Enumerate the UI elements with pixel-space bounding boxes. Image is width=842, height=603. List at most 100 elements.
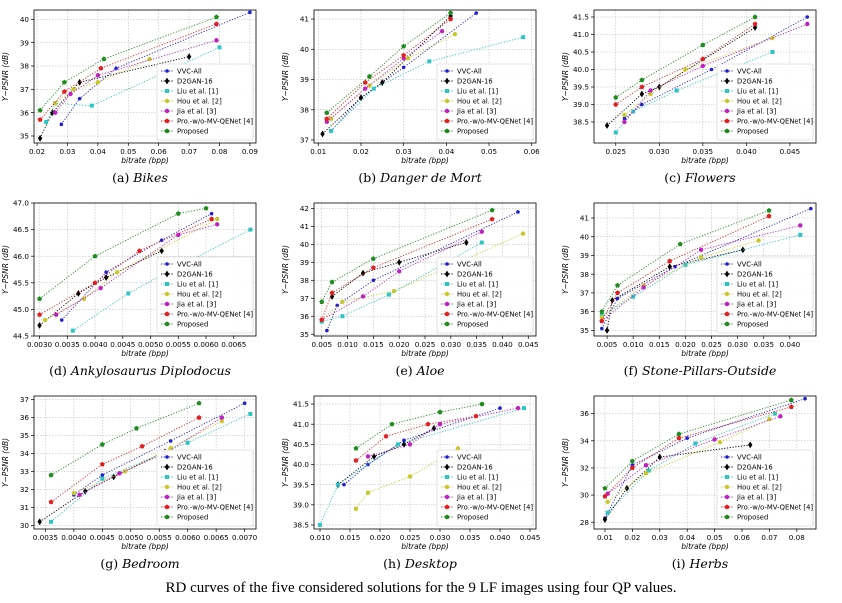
y-tick-label: 41	[300, 15, 309, 24]
data-point	[248, 10, 252, 15]
y-tick-label: 40	[300, 45, 310, 54]
data-point	[624, 484, 630, 492]
legend-marker	[445, 475, 449, 479]
x-tick-label: 0.025	[400, 533, 421, 542]
data-point	[53, 110, 58, 115]
y-tick-label: 41.0	[293, 420, 309, 429]
x-tick-label: 0.0040	[61, 533, 87, 542]
data-point	[117, 471, 122, 476]
data-point	[604, 326, 610, 334]
series-line	[39, 250, 162, 326]
data-point	[329, 293, 335, 300]
data-point	[103, 274, 109, 281]
data-point	[114, 66, 118, 71]
y-tick-label: 35	[20, 431, 29, 440]
legend-label: VVC-All	[737, 260, 762, 268]
legend-marker	[164, 494, 170, 500]
legend-marker	[164, 301, 170, 307]
data-point	[365, 454, 371, 459]
subfigure-title: Danger de Mort	[380, 170, 482, 185]
legend-label: Proposed	[177, 127, 208, 135]
data-point	[209, 216, 215, 222]
legend-label: Hou et al. [2]	[457, 483, 502, 491]
data-point	[479, 240, 484, 245]
legend-label: D2GAN-16	[457, 270, 493, 278]
x-tick-label: 0.07	[761, 533, 777, 542]
y-tick-label: 32	[20, 485, 29, 494]
subfigure-title: Bedroom	[122, 556, 180, 571]
rd-curve-chart: 0.0035 0.0040 0.0045 0.0050 0.0055 0.0060 0.00…	[1, 395, 258, 551]
data-point	[522, 406, 526, 411]
subfigure-letter: (f)	[623, 363, 642, 378]
subfigure-title: Ankylosaurus Diplodocus	[70, 363, 231, 378]
data-point	[766, 213, 772, 219]
data-point	[489, 207, 495, 213]
data-point	[401, 65, 406, 70]
legend-marker	[724, 77, 730, 85]
y-tick-label: 36	[20, 413, 30, 422]
plot-frame	[593, 202, 817, 337]
data-point	[613, 101, 619, 107]
data-point	[615, 290, 620, 295]
x-tick-label: 0.0045	[90, 533, 115, 542]
legend-marker	[725, 89, 729, 93]
data-point	[700, 56, 706, 62]
y-axis-label: Y−PSNR (dB)	[281, 245, 290, 294]
data-point	[788, 404, 794, 409]
series-line	[337, 427, 435, 486]
legend-label: VVC-All	[457, 453, 482, 461]
data-point	[667, 258, 673, 264]
data-point	[362, 79, 368, 85]
legend-marker	[724, 514, 730, 520]
legend-label: Pro.-w/o-MV-QENet [4]	[737, 117, 813, 125]
data-point	[455, 446, 461, 451]
y-tick-label: 40	[580, 232, 590, 241]
legend-marker	[164, 311, 170, 317]
x-axis-label: bitrate (bpp)	[401, 542, 449, 551]
legend-label: Liu et al. [1]	[177, 87, 219, 95]
data-point	[431, 424, 437, 432]
subfigure-title: Aloe	[416, 363, 445, 378]
x-tick-label: 0.04	[679, 533, 695, 542]
data-point	[360, 269, 366, 277]
y-tick-label: 39.0	[573, 100, 589, 109]
legend-marker	[724, 291, 730, 297]
x-tick-label: 0.025	[605, 147, 626, 156]
series-line	[355, 403, 483, 449]
legend-label: Hou et al. [2]	[737, 290, 782, 298]
x-tick-label: 0.03	[59, 147, 75, 156]
x-tick-label: 0.015	[649, 340, 670, 349]
chart-panel: 0.010 0.015 0.020 0.025 0.030 0.035 0.040 0.045…	[280, 386, 560, 576]
series-line	[39, 207, 207, 300]
y-tick-label: 38	[20, 62, 30, 71]
y-tick-label: 37	[580, 289, 589, 298]
y-axis-label: Y−PSNR (dB)	[1, 438, 10, 487]
plot-frame	[313, 395, 537, 530]
legend-box	[436, 63, 534, 141]
x-tick-label: 0.04	[438, 147, 454, 156]
data-point	[77, 96, 82, 101]
data-point	[622, 112, 627, 118]
x-tick-label: 0.08	[789, 533, 805, 542]
legend-label: Proposed	[457, 127, 488, 135]
data-point	[396, 442, 400, 447]
y-tick-label: 39	[300, 258, 310, 267]
legend-marker	[725, 262, 729, 266]
data-point	[693, 441, 698, 446]
series-line	[624, 23, 808, 123]
data-point	[386, 292, 391, 297]
x-axis-label: bitrate (bpp)	[121, 156, 169, 165]
data-point	[71, 490, 77, 496]
data-point	[37, 134, 43, 142]
data-point	[104, 270, 108, 274]
y-tick-label: 35	[300, 330, 309, 339]
y-tick-label: 37	[20, 85, 29, 94]
data-point	[185, 440, 190, 445]
data-point	[370, 256, 376, 261]
legend-label: VVC-All	[177, 453, 202, 461]
data-point	[37, 312, 42, 317]
y-tick-label: 38	[300, 276, 310, 285]
y-tick-label: 37	[300, 136, 309, 145]
series-line	[601, 210, 770, 312]
legend-label: Jia et al. [3]	[456, 493, 497, 501]
